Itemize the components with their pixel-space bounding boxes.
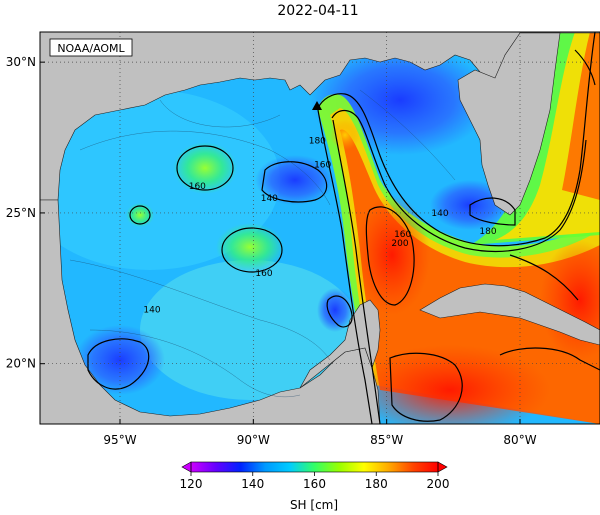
gridlines xyxy=(40,32,600,424)
land xyxy=(40,32,600,424)
colorbar-high-arrow xyxy=(437,461,448,473)
contour-160-west xyxy=(176,145,234,191)
contour-label: 140 xyxy=(431,209,448,219)
contour-160-loop xyxy=(317,32,596,247)
contour-label: 160 xyxy=(255,269,272,279)
colorbar-tick-label: 200 xyxy=(427,477,450,491)
lat-tick-label: 25°N xyxy=(6,206,36,220)
lon-tick-label: 95°W xyxy=(103,433,136,447)
lon-tick-label: 90°W xyxy=(237,433,270,447)
colorbar-tick-label: 160 xyxy=(303,477,326,491)
contour-140-central xyxy=(261,161,328,203)
colorbar-tick-label: 120 xyxy=(180,477,203,491)
contour-label: 140 xyxy=(143,305,160,315)
float-marker-icon xyxy=(312,101,322,110)
contour-180-loop xyxy=(331,109,587,253)
eddy-west xyxy=(173,142,237,194)
eddy-central xyxy=(216,223,284,271)
colorbar: 120 140 160 180 200 SH [cm] xyxy=(180,461,450,512)
lat-tick-label: 20°N xyxy=(6,357,36,371)
contour-label: 140 xyxy=(261,194,278,204)
colorbar-tick-label: 140 xyxy=(241,477,264,491)
contour-label: 160 xyxy=(189,182,206,192)
longitude-labels: 95°W 90°W 85°W 80°W xyxy=(103,433,536,447)
map-title: 2022-04-11 xyxy=(277,3,358,19)
contour-140-southwest xyxy=(87,338,150,390)
credit-label: NOAA/AOML xyxy=(57,42,125,55)
contour-label: 160 xyxy=(314,161,331,171)
colorbar-label: SH [cm] xyxy=(290,498,338,512)
colorbar-low-arrow xyxy=(181,461,192,473)
contour-160-central xyxy=(221,227,283,273)
lon-tick-label: 80°W xyxy=(503,433,536,447)
colorbar-ramp xyxy=(191,462,438,472)
contour-label: 180 xyxy=(479,227,496,237)
colorbar-tick-label: 180 xyxy=(365,477,388,491)
contour-label: 160 xyxy=(394,230,411,240)
contour-label: 200 xyxy=(391,239,408,249)
contour-200-eddy xyxy=(365,206,415,306)
contour-label: 180 xyxy=(309,137,326,147)
lat-tick-label: 30°N xyxy=(6,55,36,69)
latitude-labels: 30°N 25°N 20°N xyxy=(6,55,36,371)
contours xyxy=(87,32,600,424)
credit-box xyxy=(49,38,133,57)
land-cuba xyxy=(419,283,600,346)
plot-frame xyxy=(39,31,600,425)
minor-contours xyxy=(69,89,456,398)
lon-tick-label: 85°W xyxy=(370,433,403,447)
land-florida xyxy=(457,32,561,216)
land-yucatan xyxy=(299,299,381,389)
